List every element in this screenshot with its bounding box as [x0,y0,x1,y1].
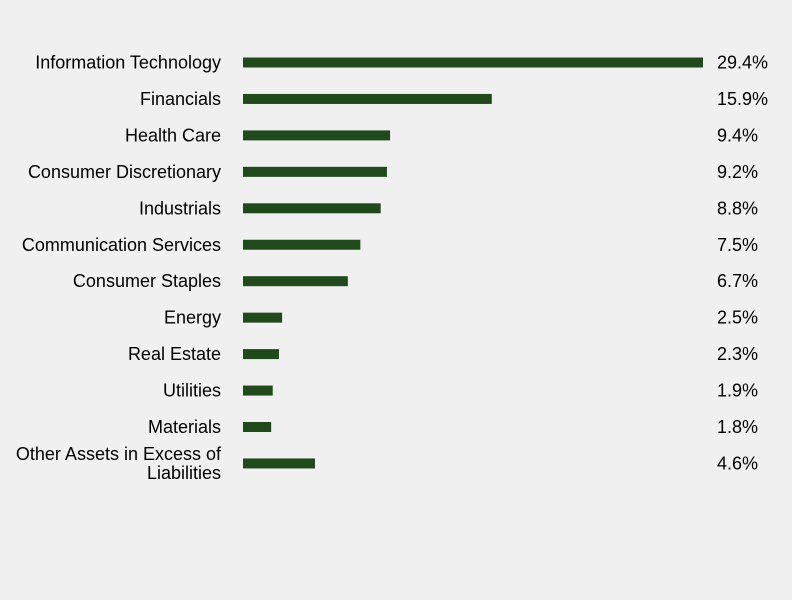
value-label-7: 2.5% [717,308,758,328]
value-label-10: 1.8% [717,417,758,437]
category-label-2: Health Care [125,125,221,145]
value-label-3: 9.2% [717,162,758,182]
bar-9 [243,385,273,396]
value-label-1: 15.9% [717,89,768,109]
bar-5 [243,239,361,250]
bar-4 [243,203,381,214]
bar-1 [243,93,492,104]
category-label-11: Other Assets in Excess of Liabilities [16,444,222,483]
value-label-8: 2.3% [717,344,758,364]
category-label-8: Real Estate [128,344,221,364]
bar-2 [243,130,391,141]
value-label-6: 6.7% [717,271,758,291]
value-label-9: 1.9% [717,381,758,401]
category-label-0: Information Technology [35,53,221,73]
value-label-2: 9.4% [717,125,758,145]
value-label-5: 7.5% [717,235,758,255]
category-label-10: Materials [148,417,221,437]
bar-7 [243,312,283,323]
bar-8 [243,349,279,360]
category-label-3: Consumer Discretionary [28,162,221,182]
category-label-7: Energy [164,308,221,328]
bar-10 [243,422,272,432]
bar-3 [243,166,387,177]
bar-6 [243,276,348,287]
category-label-4: Industrials [139,198,221,218]
category-label-5: Communication Services [22,235,221,255]
bar-0 [243,57,703,68]
category-label-6: Consumer Staples [73,271,221,291]
category-label-9: Utilities [163,381,221,401]
value-label-4: 8.8% [717,198,758,218]
category-label-1: Financials [140,89,221,109]
value-label-11: 4.6% [717,453,758,473]
bar-11 [243,458,315,469]
value-label-0: 29.4% [717,53,768,73]
